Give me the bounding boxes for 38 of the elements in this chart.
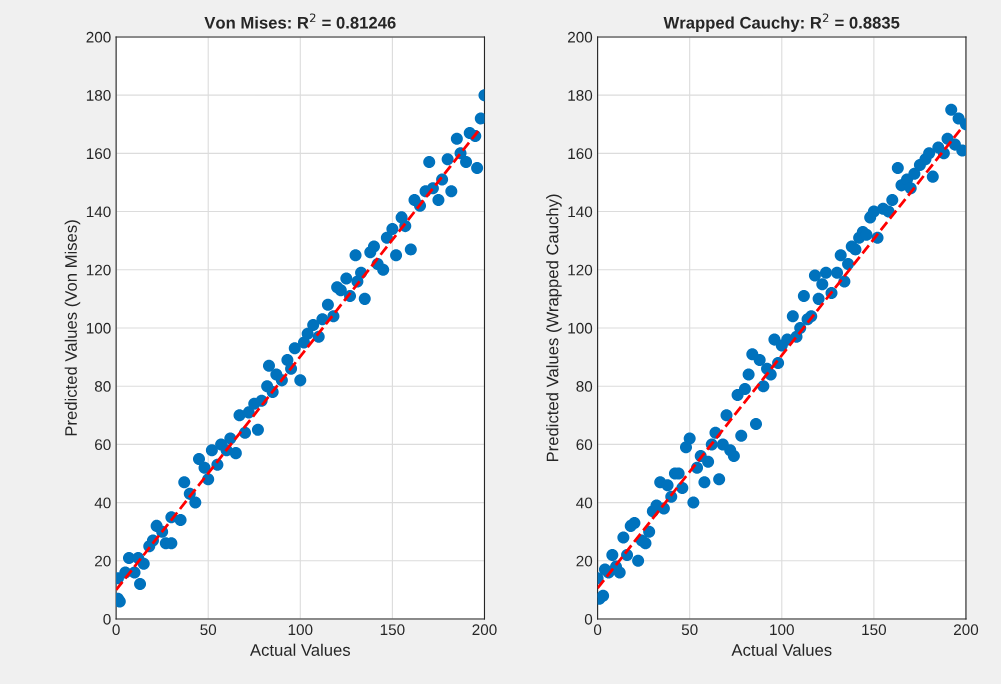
y-tick-label: 120 xyxy=(86,264,111,276)
y-tick-label: 60 xyxy=(95,439,111,451)
y-tick-label: 0 xyxy=(103,613,111,625)
x-tick-label: 100 xyxy=(288,624,313,636)
y-tick-label: 0 xyxy=(584,613,593,625)
x-tick-label: 100 xyxy=(770,624,794,636)
y-tick-label: 40 xyxy=(94,497,111,509)
y-tick-label: 140 xyxy=(568,206,593,218)
x-axis-title: Actual Values xyxy=(731,643,832,656)
x-tick-label: 200 xyxy=(953,624,979,636)
x-tick-label: 0 xyxy=(112,624,120,636)
y-axis-title: Predicted Values (Von Mises) xyxy=(64,220,81,436)
x-tick-label: 50 xyxy=(681,624,698,636)
y-tick-label: 200 xyxy=(86,31,111,43)
x-tick-label: 150 xyxy=(862,624,887,636)
y-tick-label: 180 xyxy=(568,90,593,101)
y-tick-label: 160 xyxy=(86,148,111,160)
y-tick-label: 60 xyxy=(576,439,593,451)
y-tick-label: 20 xyxy=(95,555,111,567)
x-tick-label: 50 xyxy=(200,624,217,636)
y-tick-label: 40 xyxy=(576,497,593,509)
y-tick-label: 120 xyxy=(568,264,593,276)
chart-title: Wrapped Cauchy: R$^{2}$ = 0.8835 xyxy=(663,13,900,32)
y-tick-label: 180 xyxy=(86,90,111,101)
y-tick-label: 20 xyxy=(576,555,593,567)
y-tick-label: 80 xyxy=(576,381,593,392)
x-axis-title: Actual Values xyxy=(249,643,351,656)
y-tick-label: 100 xyxy=(568,322,593,334)
y-tick-label: 140 xyxy=(86,206,111,218)
chart-title: Von Mises: R$^{2}$ = 0.81246 xyxy=(204,13,396,29)
x-tick-label: 0 xyxy=(593,624,602,636)
y-tick-label: 100 xyxy=(86,322,111,334)
y-axis-title: Predicted Values (Wrapped Cauchy) xyxy=(546,194,562,462)
x-tick-label: 150 xyxy=(380,624,405,636)
y-tick-label: 200 xyxy=(568,31,593,43)
x-tick-label: 200 xyxy=(472,624,497,636)
y-tick-label: 80 xyxy=(94,381,111,392)
y-tick-label: 160 xyxy=(568,148,593,160)
